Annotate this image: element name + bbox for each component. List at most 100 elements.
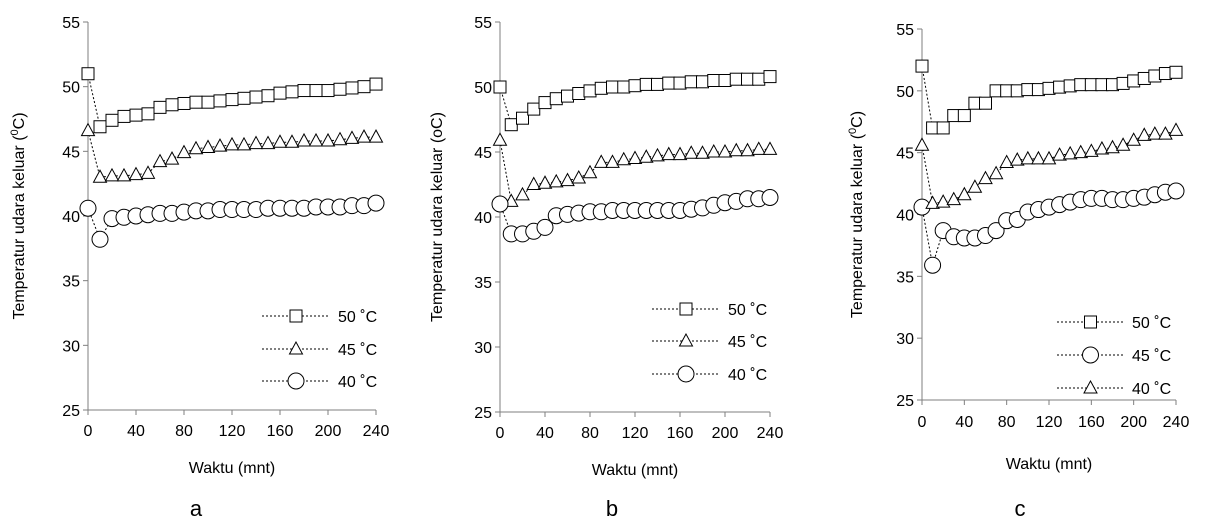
data-point [493, 80, 507, 94]
data-point [527, 102, 541, 116]
data-point [308, 132, 324, 147]
data-point [332, 131, 348, 146]
data-point [583, 84, 597, 98]
legend-marker [677, 365, 695, 383]
data-point [93, 120, 107, 134]
data-point [1115, 137, 1131, 151]
data-point [999, 154, 1015, 169]
data-point [345, 81, 359, 95]
data-point [92, 169, 108, 183]
x-tick-label: 120 [1036, 414, 1063, 431]
data-point [1020, 150, 1036, 165]
series-triangle [914, 122, 1184, 209]
data-point [571, 169, 587, 184]
data-point [717, 143, 733, 158]
data-point [1083, 143, 1099, 157]
chart-panel-c: 25 30 35 40 45 50 55 0 40 80 120 160 200 240 Waktu (mn… [847, 22, 1189, 521]
series-circle [913, 182, 1185, 274]
data-point [152, 153, 168, 168]
data-point [236, 136, 252, 151]
panel-label: c [1015, 496, 1026, 521]
data-point [740, 142, 755, 157]
data-point [978, 170, 993, 185]
data-point [153, 100, 167, 114]
data-point [761, 189, 779, 206]
x-tick-label: 40 [127, 423, 145, 440]
y-tick-label: 40 [62, 209, 80, 226]
data-point [1105, 139, 1120, 154]
series-square [493, 70, 777, 132]
data-point [762, 141, 778, 155]
data-point [261, 89, 275, 103]
data-point [915, 59, 929, 73]
data-point [537, 175, 553, 189]
data-point [80, 122, 96, 137]
panel-label: b [606, 496, 618, 521]
legend-label: 45 ˚C [338, 342, 377, 359]
data-point [627, 150, 643, 164]
legend-label: 50 ˚C [338, 309, 377, 326]
data-point [504, 118, 518, 132]
y-tick-label: 45 [62, 144, 80, 161]
data-point [140, 165, 156, 179]
y-tick-label: 35 [62, 274, 80, 291]
data-point [741, 72, 754, 86]
y-axis-title: Temperatur udara keluar (oC) [429, 112, 446, 322]
x-tick-label: 160 [1078, 414, 1105, 431]
data-point [729, 72, 743, 86]
data-point [1073, 144, 1089, 159]
data-point [548, 173, 564, 188]
data-point [296, 132, 312, 147]
data-point [189, 95, 203, 109]
y-tick-label: 45 [474, 145, 492, 162]
y-tick-label: 50 [62, 80, 80, 97]
legend-label: 50 ˚C [728, 302, 767, 319]
data-point [213, 94, 227, 108]
data-point [1041, 150, 1057, 165]
legend-label: 45 ˚C [728, 334, 767, 351]
x-tick-label: 200 [315, 423, 342, 440]
y-tick-label: 40 [896, 208, 914, 225]
chart-panel-b: 25 30 35 40 45 50 55 0 40 80 120 160 200 240 Waktu (mn… [429, 15, 783, 521]
data-point [357, 80, 371, 94]
data-point [582, 164, 598, 179]
y-tick-label: 40 [474, 210, 492, 227]
x-tick-label: 40 [955, 414, 973, 431]
data-point [81, 67, 95, 81]
x-tick-label: 240 [757, 425, 784, 442]
data-point [914, 137, 930, 151]
legend-label: 45 ˚C [1132, 348, 1171, 365]
data-point [639, 77, 653, 91]
legend-label: 40 ˚C [338, 374, 377, 391]
legend-marker [1082, 346, 1099, 364]
data-point [344, 130, 360, 144]
data-point [516, 111, 529, 125]
data-point [91, 230, 109, 248]
data-point [1158, 126, 1173, 140]
data-point [367, 194, 385, 212]
data-point [628, 79, 642, 93]
x-axis-title: Waktu (mnt) [1006, 456, 1093, 473]
x-tick-label: 240 [363, 423, 390, 440]
data-point [260, 135, 276, 150]
legend-marker [289, 309, 303, 323]
data-point [661, 146, 677, 161]
y-tick-label: 25 [62, 403, 80, 420]
legend-marker [1084, 315, 1097, 329]
series-triangle [80, 122, 384, 183]
x-axis-title: Waktu (mnt) [592, 462, 679, 479]
series-triangle [492, 132, 778, 207]
data-point [751, 141, 767, 155]
y-axis-title: Temperatur udara keluar (0C) [847, 111, 866, 318]
data-point [368, 129, 384, 143]
y-tick-label: 35 [896, 269, 914, 286]
data-point [1168, 122, 1184, 136]
data-point [935, 194, 951, 208]
data-point [1031, 150, 1046, 165]
data-point [273, 86, 287, 100]
y-tick-label: 35 [474, 275, 492, 292]
data-point [606, 80, 619, 94]
data-point [549, 92, 563, 106]
data-point [561, 89, 574, 103]
data-point [763, 70, 777, 84]
